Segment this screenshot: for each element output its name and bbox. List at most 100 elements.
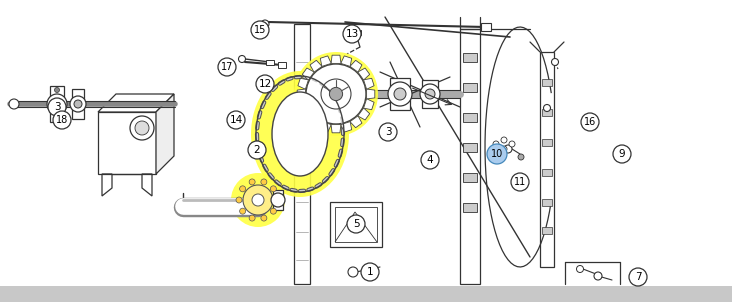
Bar (542, 169, 552, 176)
Circle shape (239, 208, 246, 214)
Circle shape (543, 104, 550, 111)
Polygon shape (331, 125, 341, 133)
Circle shape (256, 75, 274, 93)
Polygon shape (310, 60, 322, 72)
Polygon shape (142, 174, 152, 196)
Bar (481, 23, 491, 31)
Bar (351, 30, 361, 35)
Circle shape (70, 96, 86, 112)
Circle shape (270, 186, 277, 192)
Circle shape (493, 141, 499, 147)
Polygon shape (364, 99, 374, 110)
Circle shape (52, 99, 62, 109)
Circle shape (294, 52, 378, 136)
Bar (422, 80, 438, 108)
Bar (50, 86, 64, 122)
Text: 15: 15 (254, 25, 266, 35)
Circle shape (248, 141, 266, 159)
Bar (463, 113, 477, 122)
Circle shape (236, 197, 242, 203)
Text: 2: 2 (254, 145, 261, 155)
Bar (0, 286, 732, 302)
Circle shape (613, 145, 631, 163)
Circle shape (271, 193, 285, 207)
Bar (273, 190, 283, 210)
Circle shape (577, 265, 583, 272)
Bar (330, 202, 382, 247)
Polygon shape (156, 94, 174, 174)
Circle shape (347, 215, 365, 233)
Bar (294, 24, 310, 284)
Polygon shape (302, 68, 314, 80)
Polygon shape (310, 116, 322, 128)
Text: 11: 11 (514, 177, 526, 187)
Circle shape (329, 87, 343, 101)
Circle shape (249, 179, 255, 185)
Polygon shape (331, 55, 341, 63)
Circle shape (239, 56, 245, 63)
Polygon shape (358, 68, 370, 80)
Circle shape (48, 98, 66, 116)
Circle shape (594, 272, 602, 280)
Circle shape (348, 267, 358, 277)
Text: 16: 16 (584, 117, 596, 127)
Text: 3: 3 (53, 102, 60, 112)
Circle shape (379, 123, 397, 141)
Bar (460, 29, 480, 284)
Circle shape (130, 116, 154, 140)
Text: 4: 4 (427, 155, 433, 165)
Circle shape (261, 20, 269, 28)
Bar (542, 79, 552, 86)
Circle shape (501, 137, 507, 143)
Text: 17: 17 (221, 62, 234, 72)
Text: 18: 18 (56, 115, 68, 125)
Bar (266, 60, 274, 65)
Circle shape (501, 146, 507, 152)
Circle shape (218, 58, 236, 76)
Polygon shape (298, 78, 308, 89)
Circle shape (261, 179, 267, 185)
Bar (98, 112, 156, 174)
Polygon shape (102, 174, 112, 196)
Polygon shape (350, 60, 362, 72)
Bar (542, 227, 552, 234)
Bar (542, 139, 552, 146)
Circle shape (518, 154, 524, 160)
Text: 10: 10 (491, 149, 503, 159)
Bar (542, 199, 552, 206)
Text: 14: 14 (229, 115, 242, 125)
Circle shape (231, 173, 285, 227)
Bar (335, 207, 377, 242)
Polygon shape (367, 89, 375, 99)
Bar (463, 83, 477, 92)
Text: 1: 1 (367, 267, 373, 277)
Circle shape (261, 215, 267, 221)
Circle shape (629, 268, 647, 286)
Circle shape (227, 111, 245, 129)
Circle shape (243, 185, 273, 215)
Polygon shape (98, 94, 174, 112)
Bar (278, 62, 286, 68)
Circle shape (361, 263, 379, 281)
Text: 13: 13 (346, 29, 359, 39)
Circle shape (420, 84, 440, 104)
Polygon shape (358, 108, 370, 120)
Circle shape (249, 215, 255, 221)
Circle shape (504, 145, 512, 153)
Polygon shape (297, 89, 305, 99)
Text: 5: 5 (353, 219, 359, 229)
Circle shape (421, 151, 439, 169)
Polygon shape (302, 108, 314, 120)
Circle shape (509, 141, 515, 147)
Circle shape (274, 197, 280, 203)
Circle shape (251, 21, 269, 39)
Circle shape (425, 89, 435, 99)
Ellipse shape (272, 92, 328, 176)
Circle shape (306, 64, 366, 124)
Polygon shape (321, 122, 332, 132)
Circle shape (54, 88, 59, 92)
Circle shape (270, 208, 277, 214)
Text: 9: 9 (619, 149, 625, 159)
Polygon shape (321, 56, 332, 66)
Bar (390, 78, 410, 110)
